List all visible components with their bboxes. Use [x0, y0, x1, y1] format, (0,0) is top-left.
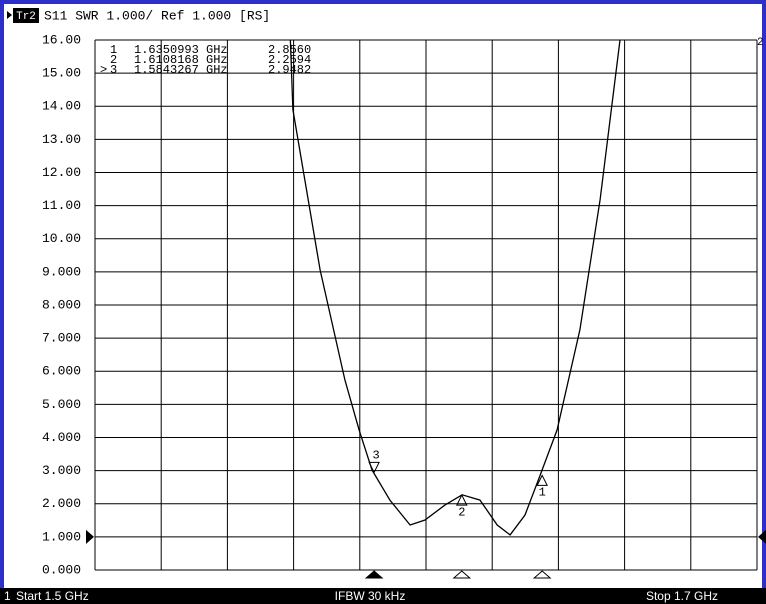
trace-badge: [13, 8, 39, 23]
marker-label: 2: [458, 505, 465, 519]
y-tick-label: 16.00: [42, 32, 81, 47]
marker-id: 1: [110, 43, 117, 57]
y-tick-label: 4.000: [42, 430, 81, 445]
channel: 1: [4, 589, 11, 603]
trace-number: 2: [757, 37, 764, 49]
marker-position: [452, 570, 472, 579]
marker-position: [532, 570, 552, 579]
center-label: IFBW 30 kHz: [335, 589, 406, 603]
marker-value: 2.9482: [268, 63, 311, 77]
trace-label: Tr2: [16, 11, 36, 23]
marker-frequency: 1.6350993 GHz: [134, 43, 228, 57]
marker: [455, 494, 468, 506]
y-tick-label: 15.00: [42, 66, 81, 81]
y-tick-label: 1.000: [42, 529, 81, 544]
status-bar: [0, 588, 766, 604]
marker-frequency: 1.6108168 GHz: [134, 53, 228, 67]
y-tick-label: 11.00: [42, 198, 81, 213]
marker-position: [364, 570, 384, 579]
marker-value: 2.2594: [268, 53, 311, 67]
marker-value: 2.8560: [268, 43, 311, 57]
reference-arrow: [758, 529, 766, 544]
marker-frequency: 1.5843267 GHz: [134, 63, 228, 77]
marker-label: 3: [373, 449, 380, 463]
chart-title: S11 SWR 1.000/ Ref 1.000 [RS]: [44, 8, 270, 23]
y-tick-label: 13.00: [42, 132, 81, 147]
y-tick-label: 0.000: [42, 562, 81, 577]
y-tick-label: 9.000: [42, 264, 81, 279]
y-tick-label: 2.000: [42, 496, 81, 511]
y-tick-label: 8.000: [42, 297, 81, 312]
trace-arrow: [7, 11, 12, 19]
stop-label: Stop 1.7 GHz: [646, 589, 718, 603]
active-symbol: >: [100, 63, 107, 77]
trace-line: [289, 40, 621, 536]
start-label: Start 1.5 GHz: [16, 589, 89, 603]
marker-id: 3: [110, 63, 117, 77]
y-tick-label: 14.00: [42, 99, 81, 114]
display: [4, 4, 762, 588]
marker: [536, 474, 548, 486]
y-tick-label: 5.000: [42, 397, 81, 412]
marker-label: 1: [539, 486, 546, 500]
y-tick-label: 7.000: [42, 331, 81, 346]
y-tick-label: 6.000: [42, 364, 81, 379]
y-tick-label: 3.000: [42, 463, 81, 478]
reference-arrow: [86, 529, 94, 544]
marker: [368, 461, 380, 474]
y-tick-label: 10.00: [42, 231, 81, 246]
marker-id: 2: [110, 53, 117, 67]
y-tick-label: 12.00: [42, 165, 81, 180]
